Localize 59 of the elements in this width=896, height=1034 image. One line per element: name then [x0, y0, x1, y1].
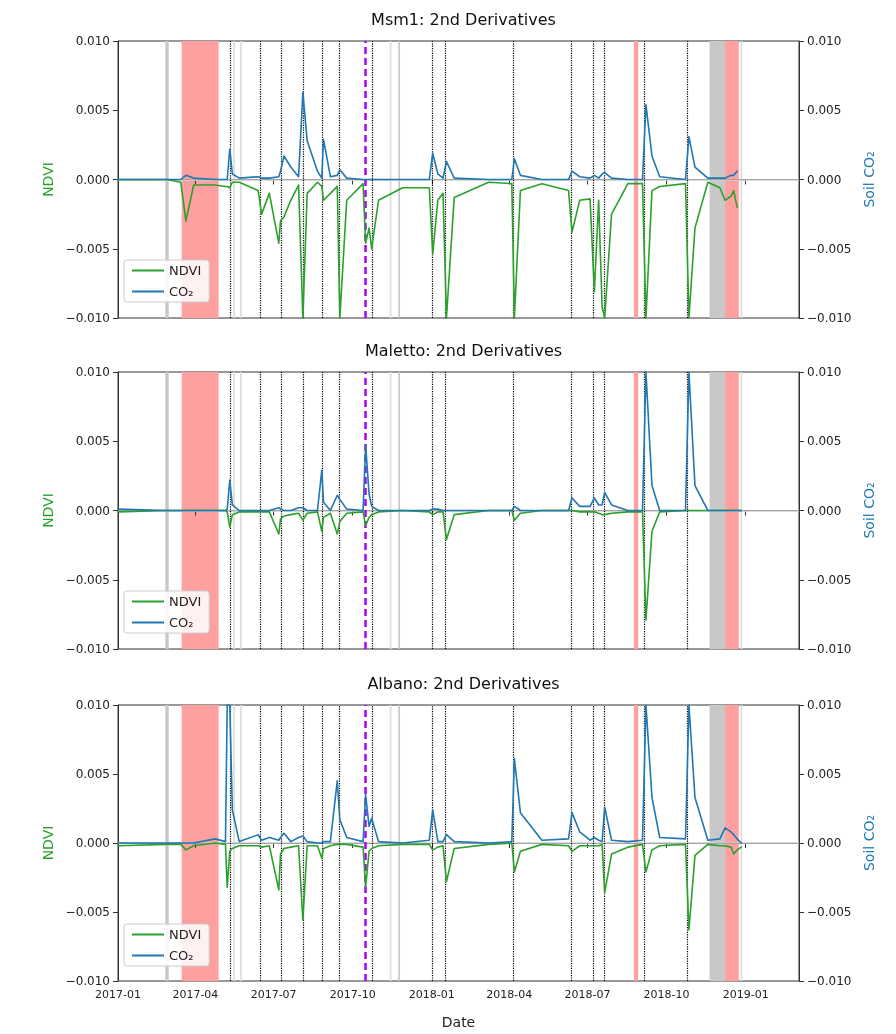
y2-tick-label: −0.005 [807, 572, 852, 587]
y-tick-label: −0.010 [65, 974, 110, 988]
chart-title: Albano: 2nd Derivatives [367, 673, 560, 693]
y-tick-label: 0.000 [75, 172, 110, 187]
y2-tick-label: 0.000 [807, 172, 842, 187]
line-series [117, 371, 743, 512]
y-tick-label: 0.005 [75, 434, 110, 449]
x-axis-title: Date [441, 1014, 476, 1030]
y-tick-label: 0.010 [75, 34, 110, 48]
y-tick-label: 0.010 [75, 698, 110, 712]
y-tick-label: −0.010 [65, 642, 110, 656]
chart-title: Msm1: 2nd Derivatives [371, 9, 556, 29]
y-tick-label: −0.005 [65, 905, 110, 919]
line-series [117, 842, 743, 931]
y2-tick-label: −0.005 [807, 905, 852, 919]
y2-tick-label: 0.005 [807, 434, 842, 449]
y2-tick-label: −0.010 [807, 642, 852, 656]
chart-title: Maletto: 2nd Derivatives [364, 340, 563, 360]
line-series [117, 91, 738, 181]
legend-label: CO₂ [169, 284, 194, 299]
y2-tick-label: 0.000 [807, 503, 842, 518]
y-tick-label: −0.010 [65, 311, 110, 325]
y2-axis-title: Soil CO₂ [861, 814, 878, 872]
y-tick-label: 0.005 [75, 767, 110, 781]
y2-tick-label: 0.005 [807, 103, 842, 118]
y2-axis-title: Soil CO₂ [861, 151, 878, 208]
legend-label: CO₂ [169, 615, 194, 630]
y-tick-label: 0.000 [75, 836, 110, 850]
x-tick-label: 2019-01 [722, 988, 769, 1001]
y-axis-title: NDVI [39, 825, 56, 861]
x-tick-label: 2017-01 [95, 988, 141, 1001]
x-tick-label: 2018-01 [408, 988, 455, 1001]
y-tick-label: −0.005 [65, 241, 110, 256]
line-series [117, 704, 743, 844]
legend-label: NDVI [169, 594, 202, 609]
y-axis-title: NDVI [39, 162, 56, 197]
y2-tick-label: −0.010 [807, 974, 852, 988]
legend-label: NDVI [169, 927, 202, 942]
y2-tick-label: 0.010 [807, 698, 842, 712]
y2-axis-title: Soil CO₂ [861, 482, 878, 539]
y-tick-label: 0.005 [75, 103, 110, 118]
y2-tick-label: 0.000 [807, 836, 842, 850]
y2-tick-label: −0.005 [807, 241, 852, 256]
x-tick-label: 2018-04 [486, 988, 533, 1001]
x-tick-label: 2018-07 [564, 988, 611, 1001]
legend-label: NDVI [169, 263, 202, 278]
y2-tick-label: −0.010 [807, 311, 852, 325]
legend-label: CO₂ [169, 948, 194, 963]
y2-tick-label: 0.010 [807, 34, 842, 48]
x-tick-label: 2017-07 [250, 988, 297, 1001]
x-tick-label: 2018-10 [643, 988, 690, 1001]
y-axis-title: NDVI [39, 493, 56, 528]
y-tick-label: 0.010 [75, 365, 110, 379]
y-tick-label: −0.005 [65, 572, 110, 587]
x-tick-label: 2017-04 [172, 988, 219, 1001]
y2-tick-label: 0.005 [807, 767, 842, 781]
y-tick-label: 0.000 [75, 503, 110, 518]
y2-tick-label: 0.010 [807, 365, 842, 379]
x-tick-label: 2017-10 [329, 988, 376, 1001]
